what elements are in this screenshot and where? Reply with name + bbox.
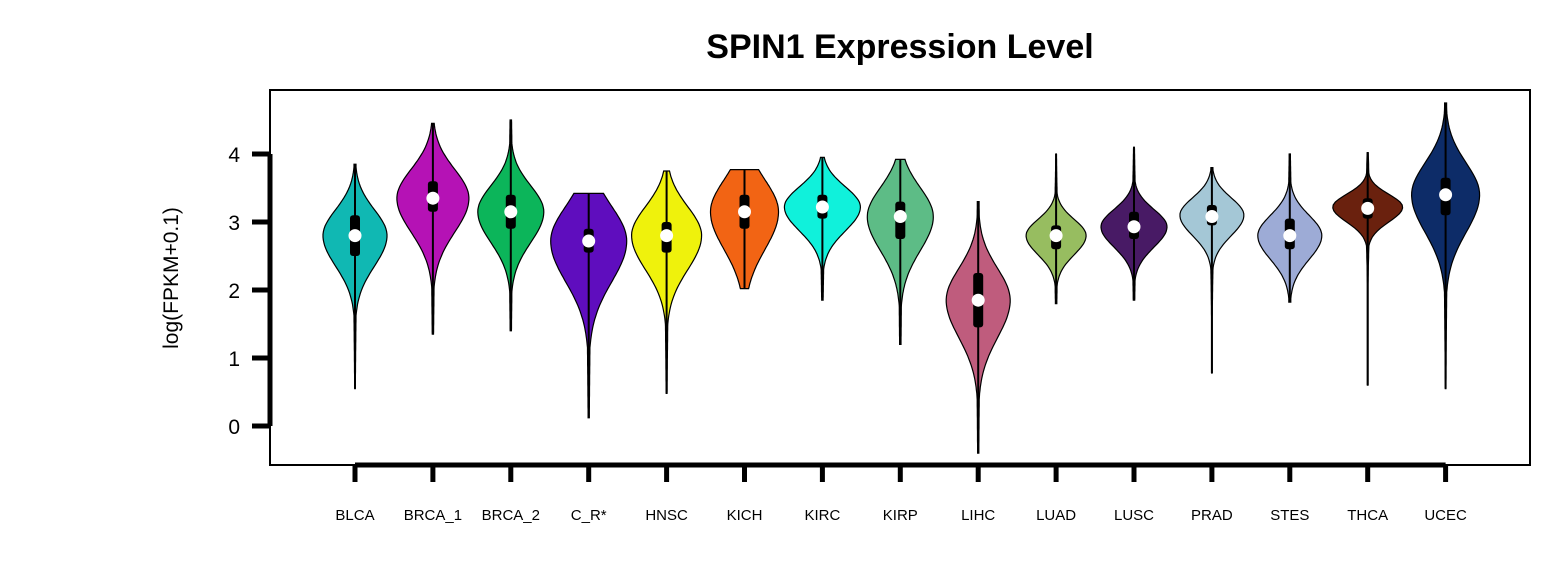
x-tick-label: KIRP [883, 507, 918, 524]
violin-kich [709, 169, 780, 290]
x-tick-label: KIRC [804, 507, 840, 524]
violin-hnsc [630, 170, 703, 394]
y-tick-label: 0 [228, 416, 240, 439]
violin-median-point [348, 229, 362, 243]
y-axis-label: log(FPKM+0.1) [160, 207, 183, 349]
violin-lusc [1100, 146, 1168, 301]
violin-median-point [1283, 229, 1297, 243]
violin-median-point [815, 200, 829, 214]
y-axis: 0 1 2 3 4 [228, 144, 273, 439]
violin-median-point [660, 229, 674, 243]
x-tick-label: C_R* [571, 507, 607, 524]
violin-median-point [582, 234, 596, 248]
violin-median-point [971, 293, 985, 307]
violin-median-point [1439, 188, 1453, 202]
violin-brca-2 [477, 119, 545, 332]
violin-lihc [945, 201, 1011, 454]
x-tick-label: BRCA_1 [404, 507, 462, 524]
x-tick-label: STES [1270, 507, 1309, 524]
violin-median-point [1205, 210, 1219, 224]
x-tick-label: LUAD [1036, 507, 1076, 524]
y-tick-label: 2 [228, 280, 240, 303]
violin-kirc [783, 156, 862, 301]
violin-median-point [738, 205, 751, 219]
x-tick-label: LIHC [961, 507, 995, 524]
violin-thca [1332, 152, 1404, 386]
violin-blca [322, 163, 388, 390]
violin-ucec [1410, 102, 1481, 390]
violins [322, 102, 1481, 454]
x-tick-label: BRCA_2 [482, 507, 540, 524]
violin-median-point [426, 191, 440, 205]
violin-luad [1025, 153, 1087, 305]
x-axis: BLCA BRCA_1 BRCA_2 C_R* HNSC KICH KIRC KIRP LIHC… [335, 462, 1467, 524]
violin-median-point [1127, 220, 1141, 234]
y-tick-label: 1 [228, 348, 240, 371]
violin-brca-1 [396, 122, 470, 335]
violin-stes [1257, 153, 1323, 303]
x-tick-label: UCEC [1424, 507, 1467, 524]
violin-median-point [893, 210, 907, 224]
violin-c-r- [550, 192, 628, 419]
violin-median-point [504, 205, 518, 219]
x-tick-label: BLCA [335, 507, 374, 524]
x-tick-label: KICH [727, 507, 763, 524]
x-tick-label: HNSC [645, 507, 688, 524]
violin-kirp [866, 158, 934, 345]
x-tick-label: PRAD [1191, 507, 1233, 524]
violin-prad [1179, 167, 1245, 374]
violin-median-point [1049, 229, 1063, 243]
y-tick-label: 3 [228, 212, 240, 235]
chart-title: SPIN1 Expression Level [706, 28, 1093, 66]
y-tick-label: 4 [228, 144, 240, 167]
x-tick-label: LUSC [1114, 507, 1154, 524]
x-tick-label: THCA [1347, 507, 1388, 524]
violin-median-point [1361, 201, 1375, 215]
